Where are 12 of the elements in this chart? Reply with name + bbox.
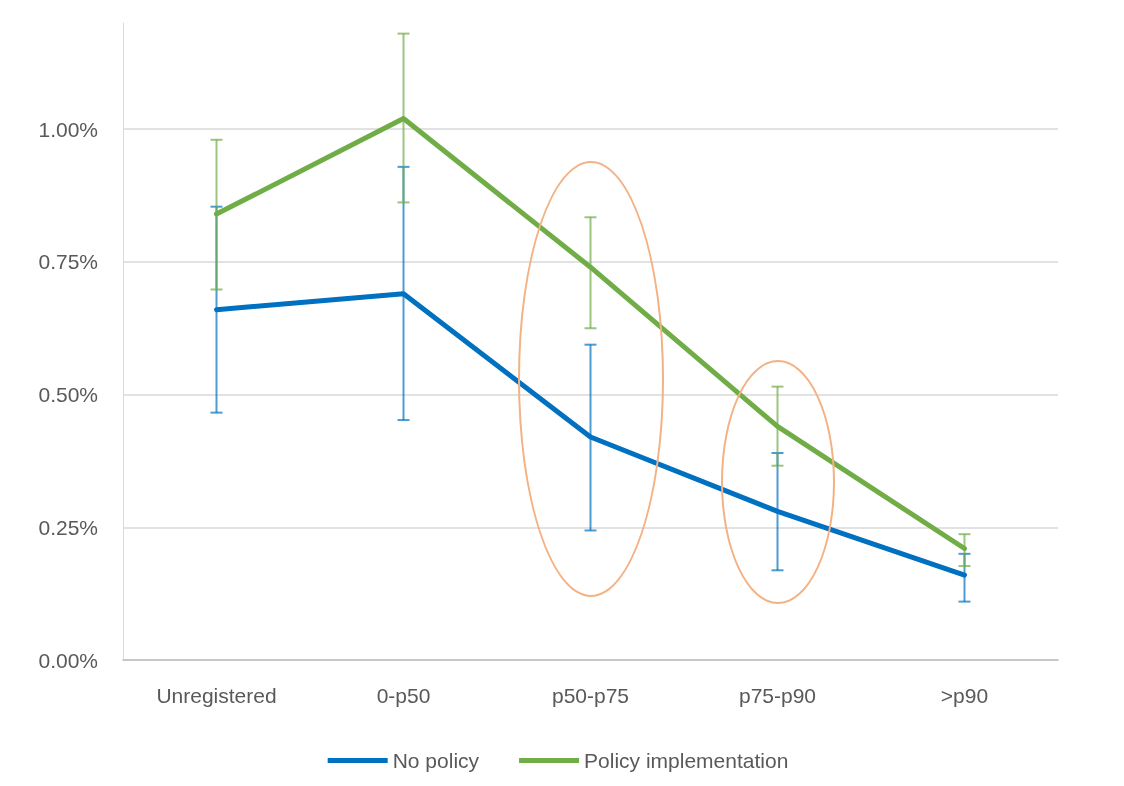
y-tick-label: 0.75% [38, 250, 98, 274]
x-tick-label: >p90 [940, 684, 989, 707]
y-tick-label: 0.50% [38, 383, 98, 407]
x-tick-label: p50-p75 [551, 684, 630, 707]
legend-label: Policy implementation [584, 749, 789, 772]
x-tick-label: 0-p50 [376, 684, 431, 707]
legend-label: No policy [392, 749, 480, 772]
y-tick-label: 0.25% [38, 515, 98, 539]
y-tick-label: 1.00% [38, 117, 98, 141]
x-tick-label: p75-p90 [738, 684, 817, 707]
x-tick-label: Unregistered [156, 684, 277, 707]
y-tick-label: 0.00% [38, 648, 98, 672]
